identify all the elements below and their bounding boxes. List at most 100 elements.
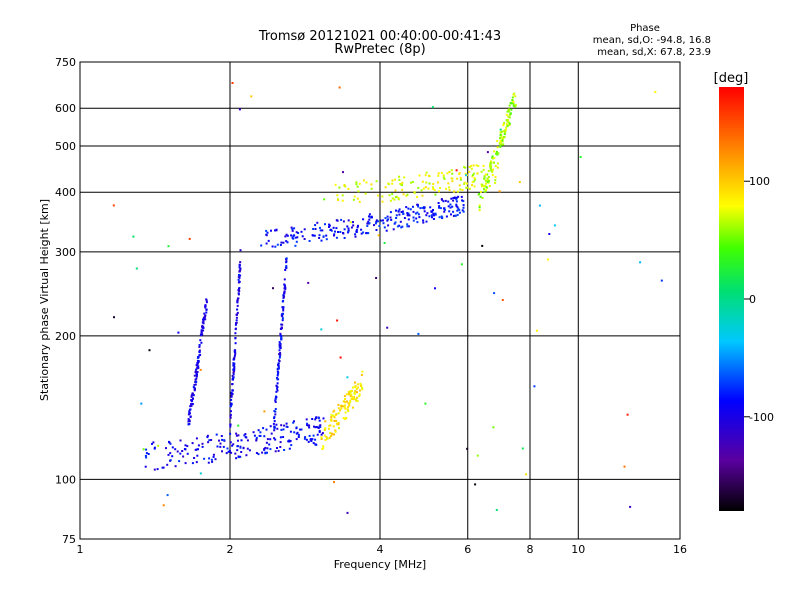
scatter-point (337, 407, 340, 410)
scatter-point (419, 207, 422, 210)
x-tick-label: 1 (77, 543, 84, 556)
scatter-point (347, 391, 350, 394)
scatter-point (629, 505, 632, 508)
scatter-point (393, 198, 396, 201)
scatter-point (458, 211, 461, 214)
scatter-point (424, 174, 427, 177)
scatter-point (461, 209, 464, 212)
scatter-point (459, 178, 462, 181)
scatter-point (412, 216, 415, 219)
scatter-point (358, 200, 361, 203)
scatter-point (487, 176, 490, 179)
scatter-point (482, 168, 485, 171)
scatter-point (353, 391, 356, 394)
scatter-point (409, 208, 412, 211)
scatter-point (166, 463, 169, 466)
scatter-point (368, 215, 370, 218)
scatter-point (161, 466, 164, 469)
scatter-point (502, 137, 504, 140)
scatter-point (481, 244, 484, 247)
scatter-point (453, 190, 456, 193)
scatter-point (343, 400, 346, 403)
scatter-point (274, 398, 277, 401)
scatter-point (357, 190, 360, 193)
scatter-point (485, 188, 488, 191)
scatter-point (279, 441, 282, 444)
scatter-point (144, 465, 147, 468)
scatter-point (303, 238, 306, 240)
scatter-point (346, 400, 348, 403)
scatter-point (278, 353, 281, 356)
scatter-point (329, 424, 332, 427)
scatter-point (448, 189, 451, 192)
scatter-point (236, 300, 239, 303)
scatter-point (236, 308, 239, 311)
scatter-point (483, 190, 486, 193)
scatter-point (466, 182, 468, 185)
x-tick-label: 2 (227, 543, 234, 556)
scatter-point (553, 224, 556, 227)
scatter-point (415, 217, 418, 220)
scatter-point (424, 186, 427, 189)
scatter-point (345, 393, 348, 396)
scatter-point (432, 188, 435, 190)
scatter-point (343, 406, 346, 409)
scatter-point (184, 444, 187, 447)
scatter-point (512, 104, 515, 107)
scatter-point (264, 452, 267, 455)
scatter-point (215, 433, 218, 436)
scatter-point (225, 452, 228, 455)
scatter-point (503, 130, 506, 133)
scatter-point (157, 444, 160, 447)
scatter-point (343, 404, 346, 407)
scatter-point (266, 451, 268, 454)
scatter-point (356, 396, 358, 399)
scatter-point (265, 441, 268, 444)
scatter-point (308, 426, 311, 429)
scatter-point (355, 388, 358, 390)
scatter-point (273, 425, 276, 428)
scatter-point (398, 178, 401, 181)
scatter-point (356, 386, 359, 389)
scatter-point (355, 230, 358, 233)
scatter-point (261, 451, 264, 454)
scatter-point (337, 422, 340, 424)
scatter-point (305, 438, 308, 441)
scatter-point (195, 377, 198, 380)
scatter-point (183, 448, 186, 450)
scatter-point (194, 383, 197, 386)
scatter-point (502, 136, 505, 138)
scatter-point (450, 197, 453, 200)
scatter-point (427, 187, 430, 190)
scatter-point (321, 229, 324, 232)
scatter-point (423, 206, 426, 209)
scatter-point (340, 218, 343, 221)
scatter-point (499, 133, 502, 136)
scatter-point (483, 177, 486, 180)
scatter-point (274, 413, 277, 416)
scatter-point (269, 425, 272, 428)
scatter-point (236, 297, 239, 300)
scatter-point (352, 221, 354, 224)
scatter-point (330, 435, 333, 437)
scatter-point (234, 352, 237, 355)
scatter-point (153, 468, 156, 471)
scatter-point (259, 435, 262, 437)
scatter-point (358, 393, 361, 396)
scatter-point (340, 405, 343, 408)
scatter-point (508, 121, 510, 124)
scatter-point (234, 332, 237, 335)
scatter-point (278, 356, 281, 359)
scatter-point (460, 195, 463, 198)
scatter-point (361, 387, 364, 389)
scatter-point (293, 431, 296, 434)
scatter-point (296, 236, 299, 239)
scatter-point (199, 339, 202, 342)
scatter-point (492, 157, 495, 160)
scatter-point (310, 439, 313, 442)
scatter-point (448, 210, 451, 213)
scatter-point (334, 230, 336, 233)
scatter-point (431, 106, 434, 109)
scatter-point (156, 468, 159, 471)
scatter-point (314, 228, 317, 230)
